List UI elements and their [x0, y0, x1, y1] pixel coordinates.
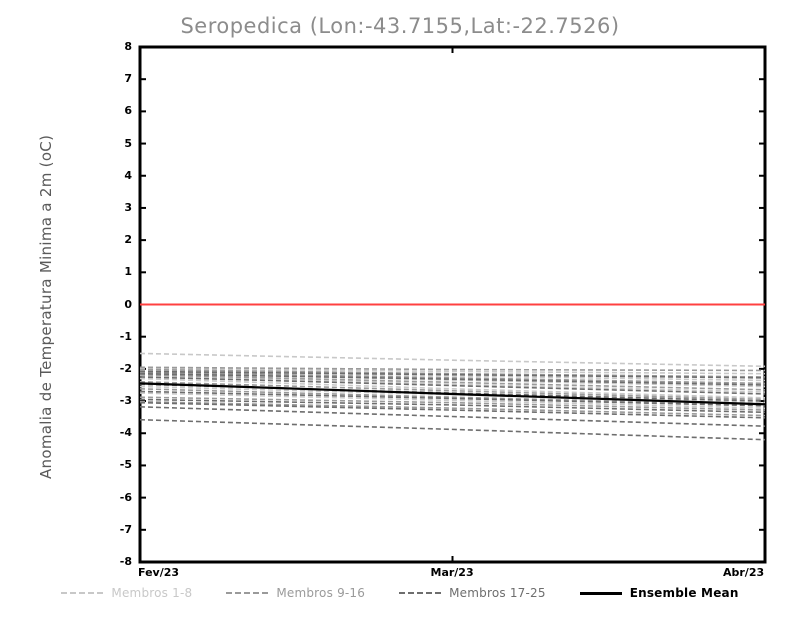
- y-tick-label: -6: [119, 490, 132, 504]
- chart-legend: Membros 1-8 Membros 9-16 Membros 17-25 Ense…: [0, 586, 800, 600]
- y-tick-label: -2: [119, 361, 132, 375]
- legend-item[interactable]: Membros 9-16: [226, 586, 365, 600]
- member-line: [139, 371, 766, 385]
- ensemble-mean-line: [139, 382, 766, 406]
- member-line: [139, 396, 766, 411]
- chart-title: Seropedica (Lon:-43.7155,Lat:-22.7526): [180, 14, 620, 38]
- member-line: [139, 370, 766, 379]
- y-tick-label: -3: [119, 394, 132, 408]
- member-line: [139, 390, 766, 407]
- member-line: [139, 368, 766, 378]
- y-tick-label: 2: [124, 233, 132, 247]
- member-line: [139, 401, 766, 419]
- member-line: [139, 376, 766, 395]
- y-tick-label: 3: [124, 200, 132, 214]
- y-tick-label: -8: [119, 555, 132, 568]
- x-tick-label: Mar/23: [430, 566, 474, 579]
- x-tick-label: Abr/23: [723, 566, 765, 579]
- legend-label: Ensemble Mean: [629, 586, 739, 600]
- legend-label: Membros 17-25: [449, 586, 546, 600]
- legend-line-icon: [226, 592, 269, 594]
- member-line: [139, 400, 766, 417]
- member-line: [139, 374, 766, 393]
- legend-label: Membros 9-16: [276, 586, 366, 600]
- member-line: [139, 366, 766, 372]
- member-line: [139, 373, 766, 391]
- legend-line-icon: [61, 592, 104, 594]
- legend-line-icon: [579, 591, 622, 595]
- member-line: [139, 380, 766, 401]
- y-tick-label: 8: [124, 40, 132, 53]
- legend-label: Membros 1-8: [111, 586, 193, 600]
- y-tick-label: 0: [124, 297, 132, 311]
- member-line: [139, 388, 766, 406]
- member-line: [139, 398, 766, 414]
- y-tick-label: -4: [119, 426, 132, 440]
- x-tick-label: Fev/23: [138, 566, 180, 579]
- member-line: [139, 372, 766, 386]
- y-tick-label: 1: [124, 265, 132, 279]
- legend-item[interactable]: Membros 1-8: [61, 586, 192, 600]
- member-line: [139, 392, 766, 409]
- member-line: [139, 352, 766, 368]
- legend-item[interactable]: Membros 17-25: [399, 586, 546, 600]
- y-tick-label: 4: [124, 168, 132, 182]
- member-line: [139, 418, 766, 441]
- member-line: [139, 377, 766, 399]
- y-tick-label: 6: [124, 104, 132, 118]
- member-line: [139, 367, 766, 375]
- y-tick-label: -5: [119, 458, 132, 472]
- legend-line-icon: [399, 592, 442, 594]
- legend-item[interactable]: Ensemble Mean: [579, 586, 739, 600]
- y-tick-label: -7: [119, 522, 132, 536]
- y-tick-label: 7: [124, 72, 132, 86]
- y-tick-label: -1: [119, 329, 132, 343]
- y-tick-label: 5: [124, 136, 132, 150]
- member-line: [139, 406, 766, 427]
